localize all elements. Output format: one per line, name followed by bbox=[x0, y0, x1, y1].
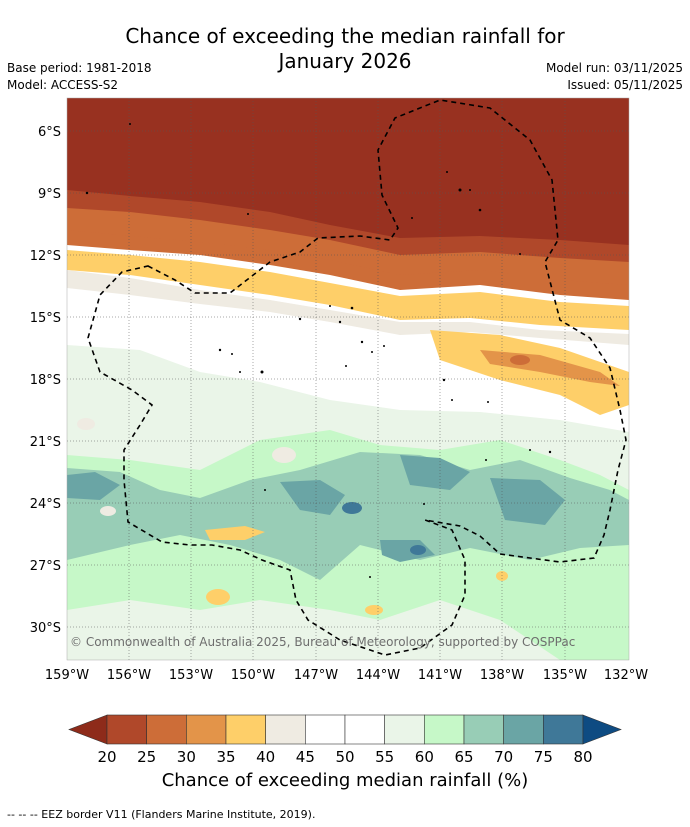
lon-label: 147°W bbox=[294, 668, 338, 683]
band-45 bbox=[67, 270, 629, 345]
band-80-b bbox=[410, 545, 426, 555]
lat-label: 21°S bbox=[30, 435, 61, 450]
lat-axis: 6°S 9°S 12°S 15°S 18°S 21°S 24°S 27°S 30… bbox=[30, 125, 61, 636]
colorbar-tick-label: 40 bbox=[256, 748, 275, 766]
dry-patch-4 bbox=[365, 605, 383, 615]
band-75-c bbox=[490, 478, 565, 525]
dry-patch-1 bbox=[510, 355, 530, 365]
colorbar-tick-label: 55 bbox=[375, 748, 394, 766]
lat-label: 12°S bbox=[30, 249, 61, 264]
lon-label: 138°W bbox=[480, 668, 524, 683]
band-75-d bbox=[67, 472, 120, 500]
colorbar-tick-label: 50 bbox=[335, 748, 354, 766]
map-title: Chance of exceeding the median rainfall … bbox=[0, 24, 690, 74]
model-run-date: Model run: 03/11/2025 bbox=[545, 61, 683, 75]
map-frame bbox=[66, 97, 630, 661]
title-line-1: Chance of exceeding the median rainfall … bbox=[125, 24, 565, 48]
band-35 bbox=[67, 250, 629, 330]
islands bbox=[85, 123, 552, 578]
eez-legend: -- -- -- EEZ border V11 (Flanders Marine… bbox=[7, 808, 316, 821]
colorbar-segment bbox=[225, 714, 266, 745]
colorbar-arrow-low bbox=[68, 714, 108, 745]
base-period: Base period: 1981-2018 bbox=[7, 61, 152, 75]
model-name: Model: ACCESS-S2 bbox=[7, 78, 119, 92]
lon-label: 150°W bbox=[231, 668, 275, 683]
lon-label: 135°W bbox=[543, 668, 587, 683]
colorbar-tick-label: 30 bbox=[177, 748, 196, 766]
colorbar-tick-label: 25 bbox=[137, 748, 156, 766]
band-75-b bbox=[400, 455, 470, 490]
colorbar-segment bbox=[344, 714, 385, 745]
eez-border bbox=[87, 99, 627, 656]
colorbar-tick-label: 80 bbox=[573, 748, 592, 766]
run-info: Model run: 03/11/2025 Issued: 05/11/2025 bbox=[546, 60, 683, 94]
colorbar-segment bbox=[265, 714, 306, 745]
lat-label: 6°S bbox=[38, 125, 61, 140]
dry-patch-3 bbox=[206, 589, 230, 605]
colorbar-segment bbox=[384, 714, 425, 745]
band-70 bbox=[67, 452, 629, 580]
colorbar-segment bbox=[186, 714, 227, 745]
colorbar: 20 25 30 35 40 45 50 55 60 65 70 75 80 bbox=[68, 714, 622, 766]
title-line-2: January 2026 bbox=[278, 49, 412, 73]
dry-patch-2 bbox=[205, 526, 265, 540]
lon-label: 141°W bbox=[418, 668, 462, 683]
colorbar-segment bbox=[146, 714, 187, 745]
lat-label: 30°S bbox=[30, 621, 61, 636]
lon-label: 156°W bbox=[107, 668, 151, 683]
band-20-core bbox=[67, 98, 629, 245]
colorbar-tick-label: 75 bbox=[534, 748, 553, 766]
colorbar-label: Chance of exceeding median rainfall (%) bbox=[161, 770, 529, 791]
lon-label: 132°W bbox=[604, 668, 648, 683]
lon-label: 144°W bbox=[356, 668, 400, 683]
band-35-east bbox=[430, 330, 629, 415]
colorbar-segment bbox=[503, 714, 544, 745]
colorbar-tick-label: 70 bbox=[494, 748, 513, 766]
issued-date: Issued: 05/11/2025 bbox=[567, 78, 683, 92]
colorbar-tick-label: 60 bbox=[415, 748, 434, 766]
colorbar-segment bbox=[543, 714, 584, 745]
rainfall-map: © Commonwealth of Australia 2025, Bureau… bbox=[67, 98, 629, 660]
colorbar-segment bbox=[305, 714, 346, 745]
colorbar-tick-label: 65 bbox=[454, 748, 473, 766]
lat-label: 18°S bbox=[30, 373, 61, 388]
band-80-a bbox=[342, 502, 362, 514]
lon-label: 159°W bbox=[45, 668, 89, 683]
model-info: Base period: 1981-2018 Model: ACCESS-S2 bbox=[7, 60, 152, 94]
lat-label: 15°S bbox=[30, 311, 61, 326]
lon-axis: 159°W 156°W 153°W 150°W 147°W 144°W 141°… bbox=[45, 668, 648, 683]
colorbar-segment bbox=[424, 714, 465, 745]
copyright-notice: © Commonwealth of Australia 2025, Bureau… bbox=[70, 635, 575, 649]
lat-label: 9°S bbox=[38, 187, 61, 202]
colorbar-segment bbox=[106, 714, 147, 745]
band-75 bbox=[280, 480, 345, 515]
dry-patch-8 bbox=[272, 447, 296, 463]
colorbar-segment bbox=[463, 714, 504, 745]
colorbar-tick-label: 35 bbox=[216, 748, 235, 766]
lat-label: 27°S bbox=[30, 559, 61, 574]
colorbar-tick-label: 20 bbox=[97, 748, 116, 766]
gridlines bbox=[67, 98, 629, 660]
colorbar-arrow-high bbox=[582, 714, 622, 745]
colorbar-tick-label: 45 bbox=[296, 748, 315, 766]
dry-patch-6 bbox=[77, 418, 95, 430]
lon-label: 153°W bbox=[169, 668, 213, 683]
lat-label: 24°S bbox=[30, 497, 61, 512]
dry-patch-7 bbox=[100, 506, 116, 516]
